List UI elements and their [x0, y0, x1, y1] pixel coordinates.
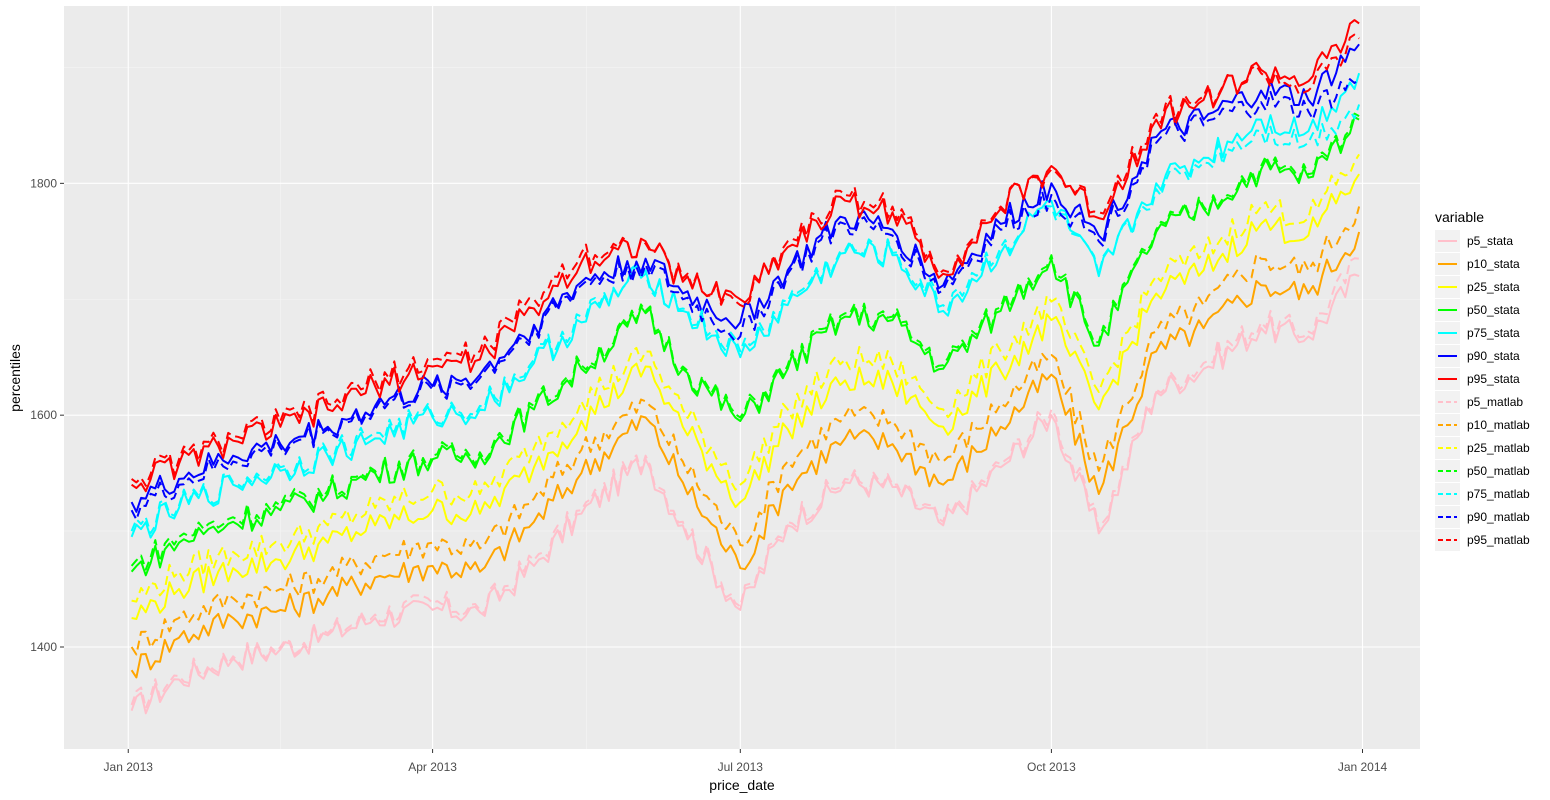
legend-entry-label: p75_stata: [1467, 326, 1520, 340]
x-tick-label: Jan 2013: [104, 760, 154, 774]
series-line-p95-matlab: [131, 33, 1360, 487]
legend-entry-label: p25_matlab: [1467, 441, 1530, 455]
legend: variable p5_stata p10_stata p25_stata p50_s…: [1435, 209, 1530, 551]
legend-entry-label: p95_stata: [1467, 372, 1520, 386]
series-line-p90-matlab: [130, 78, 1360, 521]
x-tick-label: Jul 2013: [718, 760, 764, 774]
legend-entry-label: p75_matlab: [1467, 487, 1530, 501]
legend-entry-label: p10_matlab: [1467, 418, 1530, 432]
x-axis: Jan 2013 Apr 2013 Jul 2013 Oct 2013 Jan 2014: [104, 749, 1388, 774]
legend-entry-label: p90_matlab: [1467, 510, 1530, 524]
legend-title: variable: [1435, 209, 1484, 225]
series-line-p95-stata: [131, 19, 1360, 493]
legend-entry-label: p90_stata: [1467, 349, 1520, 363]
legend-entry-label: p5_stata: [1467, 234, 1513, 248]
y-tick-label: 1600: [30, 408, 57, 422]
legend-entry-label: p95_matlab: [1467, 533, 1530, 547]
y-axis: 1400 1600 1800: [30, 176, 64, 654]
legend-entry-label: p25_stata: [1467, 280, 1520, 294]
x-tick-label: Oct 2013: [1027, 760, 1076, 774]
x-tick-label: Jan 2014: [1338, 760, 1388, 774]
series-line-p50-matlab: [130, 112, 1360, 571]
series-line-p75-stata: [130, 72, 1361, 539]
series-line-p5-matlab: [130, 257, 1360, 710]
legend-entry-label: p10_stata: [1467, 257, 1520, 271]
plot-panel: [64, 6, 1420, 749]
series-line-p10-matlab: [130, 206, 1361, 656]
series-line-p10-stata: [130, 231, 1361, 679]
x-axis-title: price_date: [709, 777, 775, 793]
series-layer: [130, 19, 1361, 715]
series-line-p25-stata: [131, 173, 1360, 620]
y-tick-label: 1800: [30, 176, 57, 190]
y-axis-title: percentiles: [7, 344, 23, 412]
y-tick-label: 1400: [30, 640, 57, 654]
legend-entry-label: p50_stata: [1467, 303, 1520, 317]
legend-entry-label: p5_matlab: [1467, 395, 1523, 409]
x-tick-label: Apr 2013: [408, 760, 457, 774]
legend-entry-label: p50_matlab: [1467, 464, 1530, 478]
